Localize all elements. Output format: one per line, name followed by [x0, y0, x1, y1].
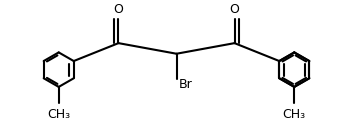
- Text: O: O: [114, 3, 124, 16]
- Text: O: O: [229, 3, 239, 16]
- Text: Br: Br: [178, 78, 192, 91]
- Text: CH₃: CH₃: [283, 108, 306, 121]
- Text: CH₃: CH₃: [47, 108, 70, 121]
